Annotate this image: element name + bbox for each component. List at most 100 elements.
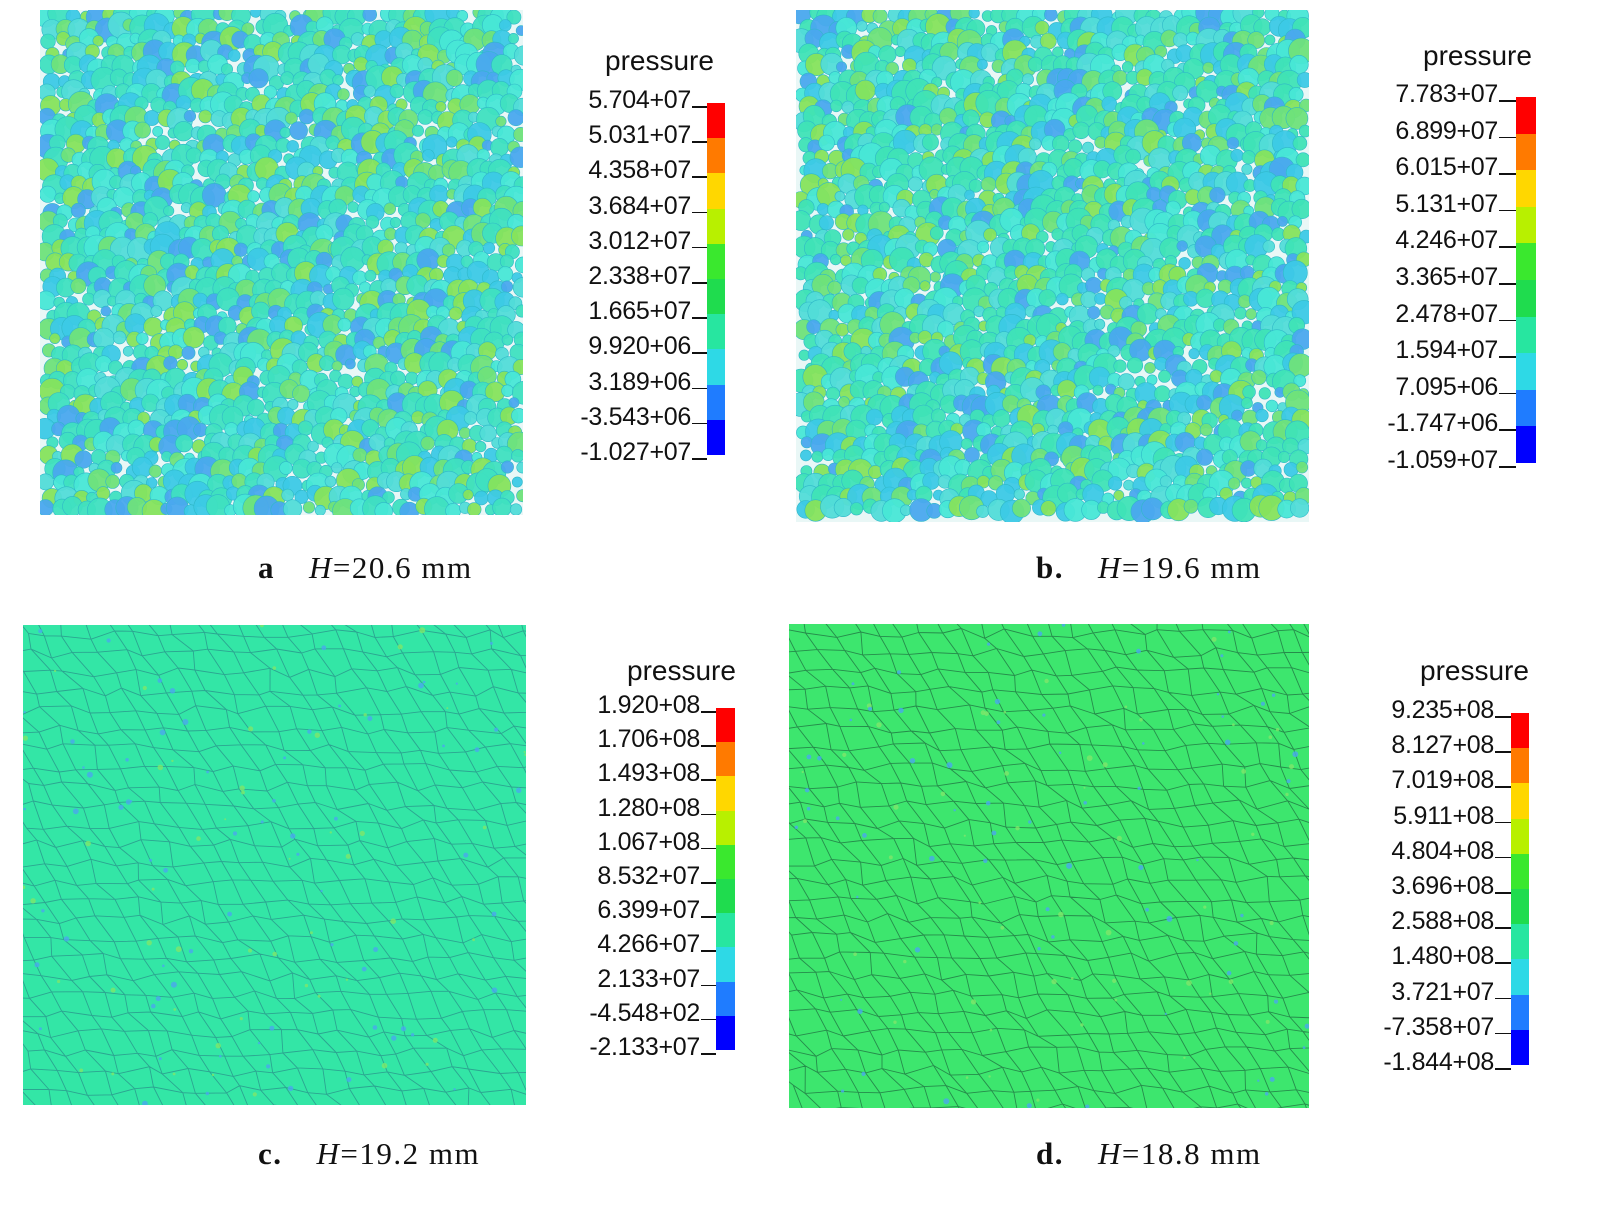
legend-tick-mark bbox=[1499, 319, 1516, 322]
legend-tick-label: 2.133+07 bbox=[597, 964, 700, 993]
colorbar-segment bbox=[1511, 924, 1529, 960]
legend-tick-label: 4.246+07 bbox=[1395, 226, 1498, 255]
colorbar-segment bbox=[716, 742, 735, 777]
legend-tick-mark bbox=[1495, 786, 1511, 788]
pressure-field-b bbox=[796, 10, 1309, 522]
legend-tick-mark bbox=[1495, 927, 1511, 929]
colorbar-segment bbox=[707, 384, 725, 420]
legend-tick-label: 1.280+08 bbox=[597, 793, 700, 822]
legend-tick-mark bbox=[701, 711, 716, 713]
caption-c: c. H=19.2 mm bbox=[258, 1136, 480, 1172]
caption-value: =18.8 mm bbox=[1121, 1136, 1262, 1171]
legend-tick-label: 1.480+08 bbox=[1391, 942, 1494, 971]
caption-d: d. H=18.8 mm bbox=[1036, 1136, 1262, 1172]
legend-tick-label: -7.358+07 bbox=[1383, 1012, 1494, 1041]
legend-title: pressure bbox=[1423, 40, 1532, 71]
colorbar-segment bbox=[707, 243, 725, 280]
legend-tick-mark bbox=[1495, 1032, 1511, 1035]
caption-value: =19.2 mm bbox=[340, 1136, 481, 1171]
legend-tick-mark bbox=[701, 779, 716, 781]
legend-tick-label: 9.235+08 bbox=[1391, 696, 1494, 724]
legend-tick-mark bbox=[1495, 856, 1511, 859]
colorbar-segment bbox=[707, 138, 725, 174]
legend-tick-mark bbox=[701, 1053, 716, 1055]
legend-tick-mark bbox=[1495, 716, 1511, 718]
colorbar-segment bbox=[707, 279, 725, 315]
cell-field-graphic bbox=[789, 624, 1309, 1108]
legend-tick-mark bbox=[692, 141, 707, 143]
legend-tick-label: 3.189+06 bbox=[588, 367, 691, 396]
legend-tick-label: 5.911+08 bbox=[1393, 801, 1494, 830]
caption-letter: d. bbox=[1036, 1136, 1064, 1171]
legend-colorbar bbox=[716, 708, 735, 1051]
legend-tick-mark bbox=[701, 1018, 716, 1021]
colorbar-segment bbox=[1511, 713, 1529, 749]
legend-tick-label: 4.804+08 bbox=[1391, 836, 1494, 865]
legend-tick-mark bbox=[692, 246, 707, 249]
colorbar-segment bbox=[1511, 783, 1529, 819]
colorbar-segment bbox=[1516, 170, 1536, 207]
legend-tick-mark bbox=[1495, 962, 1511, 964]
colorbar-segment bbox=[1511, 889, 1529, 925]
pressure-field-c bbox=[23, 625, 526, 1105]
legend-tick-label: -1.027+07 bbox=[580, 438, 691, 466]
legend-tick-label: -1.747+06 bbox=[1387, 409, 1498, 438]
legend-tick-mark bbox=[1495, 821, 1511, 824]
colorbar-segment bbox=[1511, 853, 1529, 890]
legend-tick-mark bbox=[692, 106, 707, 108]
legend-tick-label: 1.594+07 bbox=[1395, 336, 1498, 365]
legend-tick-label: -1.844+08 bbox=[1383, 1048, 1494, 1076]
legend-tick-label: 4.266+07 bbox=[597, 930, 700, 959]
colorbar-segment bbox=[1516, 206, 1536, 244]
colorbar-segment bbox=[1516, 389, 1536, 427]
caption-letter: a bbox=[258, 550, 275, 585]
legend-tick-mark bbox=[701, 984, 716, 987]
legend-tick-mark bbox=[1495, 751, 1511, 753]
legend-tick-mark bbox=[1499, 100, 1516, 102]
legend-tick-mark bbox=[1499, 466, 1516, 468]
legend-tick-mark bbox=[701, 916, 716, 918]
legend-tick-mark bbox=[1495, 1068, 1511, 1070]
colorbar-segment bbox=[1511, 748, 1529, 784]
caption-variable: H bbox=[309, 550, 333, 585]
caption-letter: b. bbox=[1036, 550, 1064, 585]
legend-tick-label: 1.665+07 bbox=[588, 297, 691, 326]
legend-colorbar bbox=[1516, 97, 1536, 463]
colorbar-segment bbox=[716, 776, 735, 811]
colorbar-segment bbox=[716, 810, 735, 845]
colorbar-segment bbox=[1516, 426, 1536, 463]
colorbar-segment bbox=[707, 314, 725, 350]
colorbar-segment bbox=[716, 708, 735, 743]
particle-field-graphic bbox=[796, 10, 1309, 522]
legend-tick-label: 6.015+07 bbox=[1395, 153, 1498, 182]
legend-title: pressure bbox=[1420, 655, 1529, 686]
legend-tick-mark bbox=[1499, 429, 1516, 431]
legend-tick-mark bbox=[1499, 209, 1516, 212]
caption-value: =19.6 mm bbox=[1121, 550, 1262, 585]
legend-tick-label: 8.127+08 bbox=[1391, 731, 1494, 760]
legend-tick-label: 3.012+07 bbox=[588, 226, 691, 255]
legend-tick-mark bbox=[692, 282, 707, 284]
colorbar-segment bbox=[707, 208, 725, 244]
legend-tick-label: 3.684+07 bbox=[588, 191, 691, 220]
legend-tick-label: 3.365+07 bbox=[1395, 263, 1498, 291]
caption-a: a H=20.6 mm bbox=[258, 550, 473, 586]
colorbar-segment bbox=[1516, 353, 1536, 390]
legend-tick-mark bbox=[1499, 173, 1516, 175]
pressure-field-d bbox=[789, 624, 1309, 1108]
legend-tick-mark bbox=[701, 745, 716, 747]
colorbar-segment bbox=[1511, 1029, 1529, 1066]
colorbar-segment bbox=[1511, 959, 1529, 995]
legend-tick-mark bbox=[1495, 892, 1511, 894]
colorbar-segment bbox=[716, 981, 735, 1016]
legend-tick-label: 2.588+08 bbox=[1391, 907, 1494, 936]
legend-tick-mark bbox=[692, 352, 707, 354]
legend-tick-label: 5.131+07 bbox=[1395, 189, 1498, 218]
colorbar-segment bbox=[1516, 243, 1536, 280]
colorbar-segment bbox=[1516, 133, 1536, 171]
legend-tick-mark bbox=[692, 176, 707, 178]
caption-letter: c. bbox=[258, 1136, 283, 1171]
pressure-field-a bbox=[40, 10, 523, 515]
caption-variable: H bbox=[1098, 1136, 1122, 1171]
legend-colorbar bbox=[1511, 713, 1529, 1066]
